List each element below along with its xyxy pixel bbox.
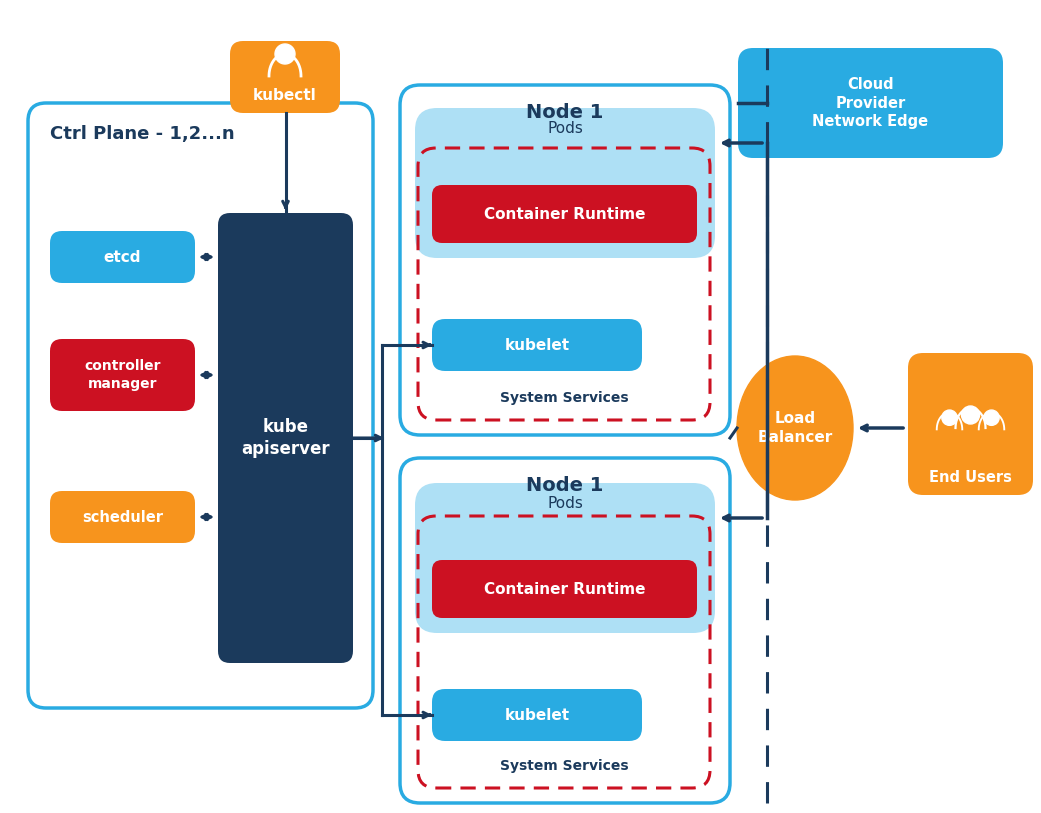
FancyBboxPatch shape	[415, 108, 715, 258]
Text: Node 1: Node 1	[527, 476, 604, 494]
FancyBboxPatch shape	[50, 339, 195, 411]
Text: Node 1: Node 1	[527, 102, 604, 121]
FancyBboxPatch shape	[432, 689, 642, 741]
FancyBboxPatch shape	[230, 41, 340, 113]
Ellipse shape	[737, 356, 853, 500]
Circle shape	[942, 410, 957, 425]
Text: kubectl: kubectl	[253, 88, 316, 102]
Text: etcd: etcd	[104, 250, 142, 264]
FancyBboxPatch shape	[908, 353, 1033, 495]
Circle shape	[275, 44, 295, 64]
FancyBboxPatch shape	[738, 48, 1002, 158]
Text: Container Runtime: Container Runtime	[484, 207, 645, 221]
Text: Pods: Pods	[548, 120, 583, 136]
Text: System Services: System Services	[500, 391, 629, 405]
FancyBboxPatch shape	[50, 231, 195, 283]
Text: Pods: Pods	[548, 495, 583, 511]
FancyBboxPatch shape	[415, 483, 715, 633]
FancyBboxPatch shape	[218, 213, 353, 663]
Text: kube
apiserver: kube apiserver	[242, 418, 330, 458]
Circle shape	[962, 406, 980, 424]
Text: controller
manager: controller manager	[84, 359, 160, 391]
Text: scheduler: scheduler	[82, 510, 163, 524]
Text: System Services: System Services	[500, 759, 629, 773]
FancyBboxPatch shape	[50, 491, 195, 543]
FancyBboxPatch shape	[432, 319, 642, 371]
Text: kubelet: kubelet	[505, 337, 569, 353]
Text: Container Runtime: Container Runtime	[484, 581, 645, 597]
Circle shape	[984, 410, 999, 425]
Text: Load
Balancer: Load Balancer	[758, 411, 833, 445]
Text: Ctrl Plane - 1,2...n: Ctrl Plane - 1,2...n	[50, 125, 234, 143]
Text: End Users: End Users	[929, 469, 1012, 485]
Text: kubelet: kubelet	[505, 707, 569, 723]
FancyBboxPatch shape	[432, 560, 697, 618]
Text: Cloud
Provider
Network Edge: Cloud Provider Network Edge	[812, 77, 929, 129]
FancyBboxPatch shape	[432, 185, 697, 243]
